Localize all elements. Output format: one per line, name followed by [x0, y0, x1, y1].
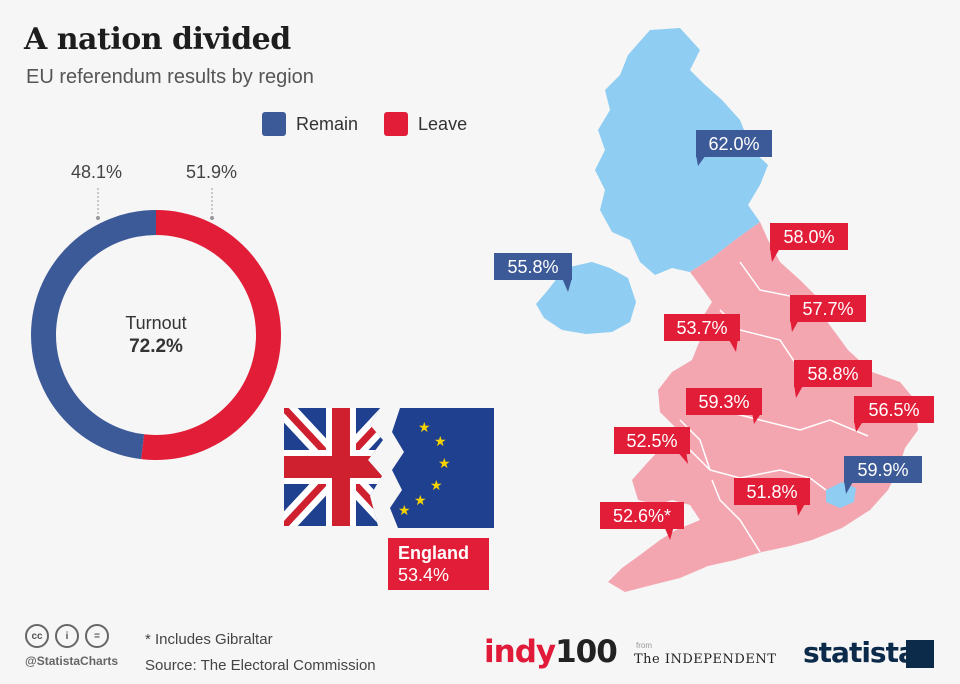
- donut-leader-dot-remain: [96, 216, 100, 220]
- nd-icon: =: [85, 624, 109, 648]
- legend-item-leave: Leave: [384, 112, 467, 136]
- callout-south-west: 52.6%*: [613, 506, 671, 526]
- callout-box-west-midlands: [686, 388, 762, 415]
- eu-star-5: ★: [414, 493, 427, 509]
- pointer-scotland: [696, 155, 706, 166]
- pointer-north-east: [770, 248, 780, 262]
- legend-label-leave: Leave: [418, 113, 468, 134]
- england-value: 53.4%: [398, 565, 450, 585]
- indy100-logo-part-a: indy: [484, 634, 556, 670]
- eu-star-4: ★: [430, 478, 443, 494]
- eu-flag-icon: ★ ★ ★ ★ ★ ★: [390, 408, 494, 528]
- turnout-value: 72.2%: [129, 336, 183, 357]
- from-label: from: [636, 641, 652, 650]
- callout-box-north-east: [770, 223, 848, 250]
- callout-north-west: 53.7%: [676, 318, 727, 338]
- legend: Remain Leave: [262, 112, 467, 136]
- pointer-east-midlands: [794, 384, 804, 398]
- pointer-northern-ireland: [562, 278, 572, 292]
- indy100-logo-part-b: 100: [555, 634, 618, 670]
- torn-flags-illustration: ★ ★ ★ ★ ★ ★: [284, 408, 494, 528]
- callout-box-yorkshire: [790, 295, 866, 322]
- callout-east-midlands: 58.8%: [807, 364, 858, 384]
- pointer-south-west: [664, 526, 674, 540]
- legend-swatch-leave: [384, 112, 409, 136]
- footer-notes: * Includes Gibraltar Source: The Elector…: [145, 627, 376, 679]
- callout-south-east: 51.8%: [746, 482, 797, 502]
- source-text: Source: The Electoral Commission: [145, 657, 376, 674]
- england-result-box: England 53.4%: [388, 538, 489, 590]
- callout-yorkshire: 57.7%: [802, 299, 853, 319]
- callout-scotland: 62.0%: [708, 134, 759, 154]
- eu-star-6: ★: [398, 503, 411, 519]
- donut-label-leave: 51.9%: [186, 162, 238, 182]
- legend-swatch-remain: [262, 112, 286, 136]
- callout-box-east-midlands: [794, 360, 872, 387]
- callout-east-of-england: 56.5%: [868, 400, 919, 420]
- donut-slice-remain: [30, 210, 157, 460]
- turnout-label: Turnout 72.2%: [106, 312, 206, 358]
- statista-logo[interactable]: statista: [803, 636, 917, 669]
- union-jack-icon: [284, 408, 383, 526]
- donut-leader-dot-leave: [210, 216, 214, 220]
- callout-london: 59.9%: [857, 460, 908, 480]
- donut-slice-leave: [141, 210, 281, 460]
- indy100-logo[interactable]: indy100: [484, 634, 618, 670]
- callout-wales: 52.5%: [626, 431, 677, 451]
- callout-box-wales: [614, 427, 690, 454]
- license-icons: cc i =: [25, 624, 109, 648]
- callout-box-london: [844, 456, 922, 483]
- donut-label-remain: 48.1%: [71, 162, 123, 182]
- statista-handle: @StatistaCharts: [25, 654, 119, 668]
- donut-chart: [30, 210, 281, 460]
- by-icon: i: [55, 624, 79, 648]
- turnout-caption: Turnout: [125, 313, 187, 333]
- callout-box-scotland: [696, 130, 772, 157]
- eu-star-2: ★: [434, 434, 447, 450]
- cc-icon: cc: [25, 624, 49, 648]
- legend-item-remain: Remain: [262, 112, 358, 136]
- eu-star-1: ★: [418, 420, 431, 436]
- footnote: * Includes Gibraltar: [145, 631, 273, 648]
- map-scotland: [595, 28, 768, 275]
- uk-map: [536, 28, 918, 592]
- callout-north-east: 58.0%: [783, 227, 834, 247]
- chart-subtitle: EU referendum results by region: [26, 66, 314, 88]
- eu-star-3: ★: [438, 456, 451, 472]
- callout-box-north-west: [664, 314, 740, 341]
- independent-logo[interactable]: The INDEPENDENT: [634, 652, 777, 667]
- chart-title: A nation divided: [24, 22, 291, 57]
- callout-labels: 62.0% 55.8% 58.0% 57.7% 53.7% 58.8% 59.3…: [494, 130, 934, 529]
- pointer-south-east: [796, 502, 806, 516]
- callout-box-northern-ireland: [494, 253, 572, 280]
- callout-west-midlands: 59.3%: [698, 392, 749, 412]
- callout-northern-ireland: 55.8%: [507, 257, 558, 277]
- statista-logo-icon: [906, 640, 934, 668]
- england-name: England: [398, 543, 469, 563]
- callout-box-east-of-england: [854, 396, 934, 423]
- legend-label-remain: Remain: [296, 113, 359, 134]
- callout-box-south-east: [734, 478, 810, 505]
- pointer-north-west: [728, 338, 738, 352]
- callout-box-south-west: [600, 502, 684, 529]
- pointer-london: [844, 480, 854, 494]
